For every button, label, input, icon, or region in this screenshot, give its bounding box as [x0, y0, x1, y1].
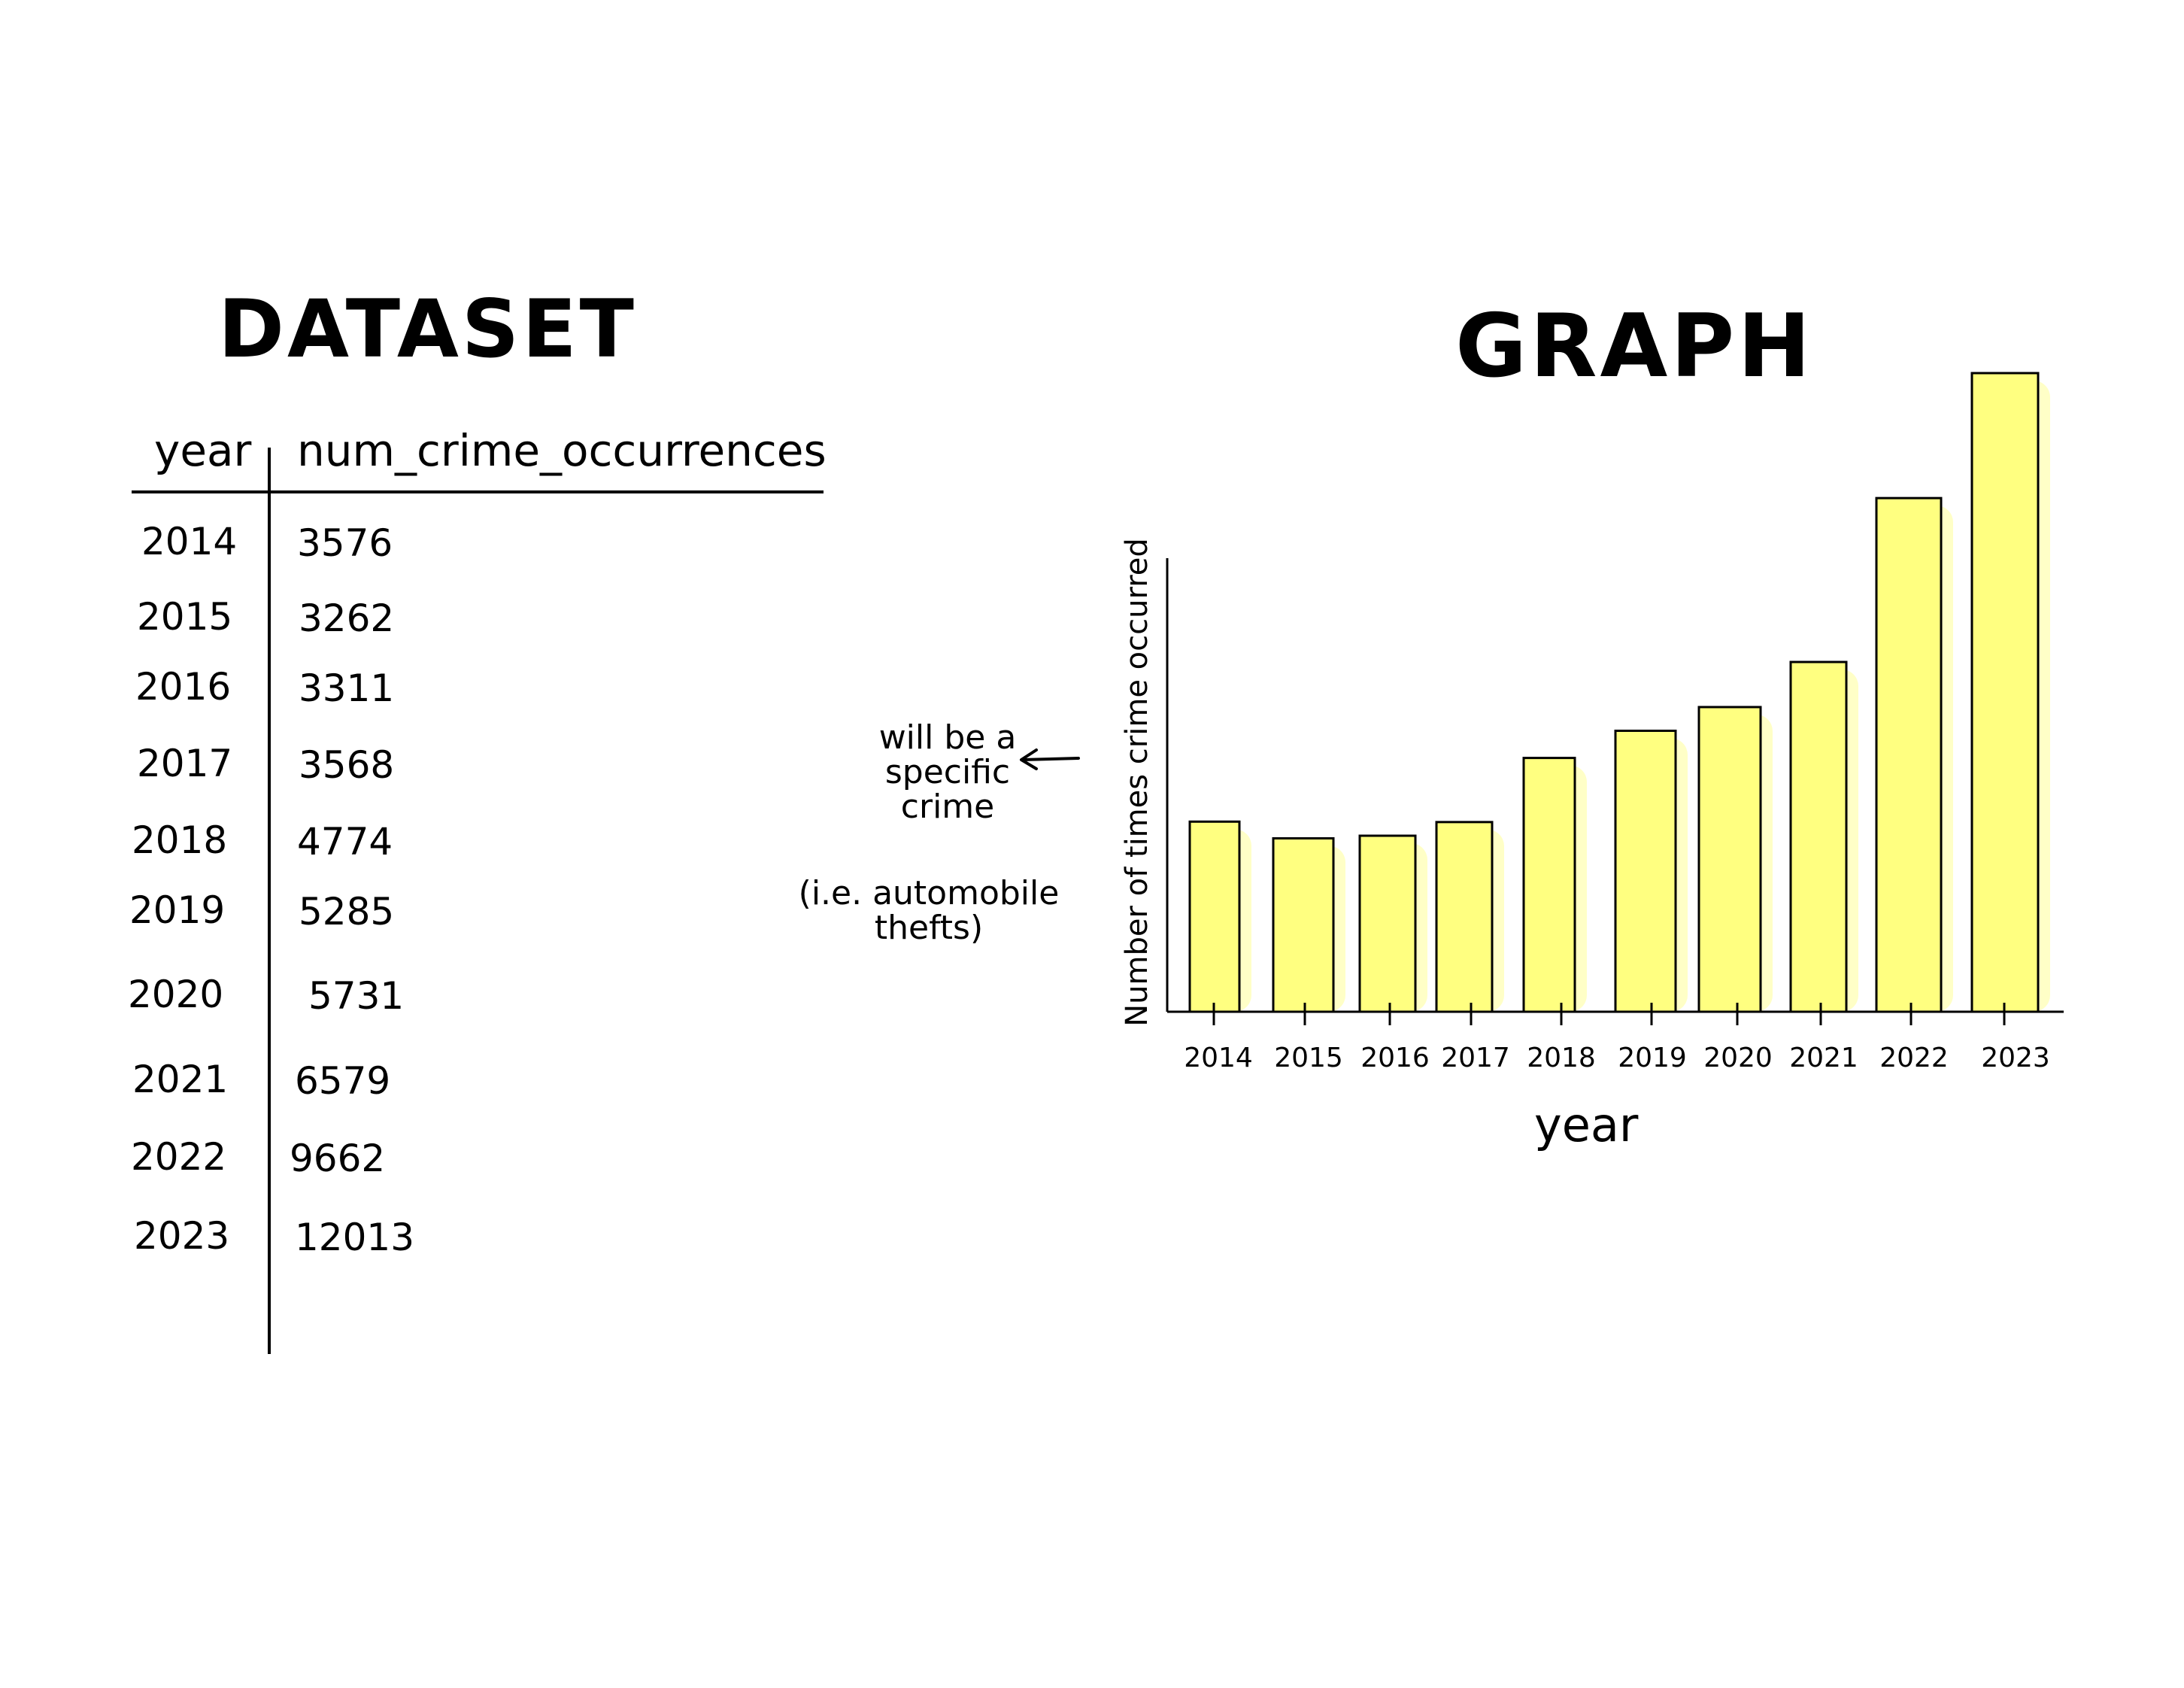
- bar-series: [1188, 372, 2040, 1013]
- annotation-example: (i.e. automobile thefts): [798, 874, 1060, 948]
- bar-2022: [1875, 496, 1943, 1013]
- bar-2018: [1522, 757, 1576, 1013]
- x-tick-label: 2018: [1527, 1043, 1596, 1073]
- x-tick-label: 2017: [1441, 1043, 1510, 1073]
- table-cell-count: 3576: [297, 521, 393, 565]
- y-axis-label: Number of times crime occurred: [1120, 538, 1154, 1027]
- table-cell-year: 2022: [131, 1135, 227, 1179]
- x-axis-ticks: [1212, 1003, 2006, 1025]
- table-cell-year: 2018: [132, 818, 228, 862]
- bar-2016: [1358, 834, 1417, 1013]
- annotation-arrow-icon: [1020, 748, 1080, 770]
- table-cell-count: 5285: [299, 890, 395, 934]
- table-cell-year: 2015: [137, 595, 233, 639]
- table-cell-count: 3311: [299, 666, 395, 710]
- table-cell-count: 5731: [308, 974, 405, 1018]
- bar-2017: [1435, 821, 1494, 1013]
- dataset-title: DATASET: [218, 283, 637, 375]
- bar-2019: [1614, 729, 1677, 1013]
- x-tick-label: 2021: [1789, 1043, 1858, 1073]
- bar-2023: [1970, 372, 2040, 1013]
- table-header-year: year: [154, 425, 252, 476]
- table-cell-count: 3262: [299, 597, 395, 640]
- bar-2021: [1789, 660, 1848, 1013]
- table-header-divider: [132, 490, 824, 493]
- table-cell-count: 3568: [299, 743, 395, 787]
- table-cell-count: 12013: [295, 1216, 415, 1259]
- bar-2015: [1272, 836, 1335, 1013]
- table-header-count: num_crime_occurrences: [297, 425, 827, 476]
- bar-2014: [1188, 820, 1241, 1013]
- table-cell-count: 6579: [295, 1059, 391, 1103]
- table-cell-year: 2023: [134, 1214, 230, 1258]
- x-tick-label: 2019: [1618, 1043, 1687, 1073]
- table-cell-year: 2019: [129, 888, 226, 932]
- bar-2020: [1697, 706, 1762, 1013]
- x-tick-label: 2016: [1360, 1043, 1430, 1073]
- x-tick-label: 2022: [1879, 1043, 1949, 1073]
- annotation-specific-crime: will be a specific crime: [878, 718, 1017, 827]
- table-cell-year: 2017: [137, 742, 233, 785]
- table-cell-year: 2020: [128, 973, 224, 1016]
- graph-title: GRAPH: [1455, 296, 1814, 397]
- table-cell-count: 4774: [297, 820, 393, 864]
- x-axis-tick-labels: 2014 2015 2016 2017 2018 2019 2020 2021 2022 2023: [1184, 1043, 2050, 1073]
- table-cell-year: 2014: [141, 520, 238, 563]
- table-cell-count: 9662: [290, 1137, 386, 1180]
- x-axis-label: year: [1534, 1098, 1639, 1152]
- x-tick-label: 2014: [1184, 1043, 1253, 1073]
- x-tick-label: 2020: [1703, 1043, 1773, 1073]
- x-tick-label: 2015: [1274, 1043, 1343, 1073]
- x-tick-label: 2023: [1981, 1043, 2050, 1073]
- table-cell-year: 2021: [132, 1058, 229, 1101]
- table-column-divider: [268, 448, 271, 1354]
- table-cell-year: 2016: [135, 665, 232, 709]
